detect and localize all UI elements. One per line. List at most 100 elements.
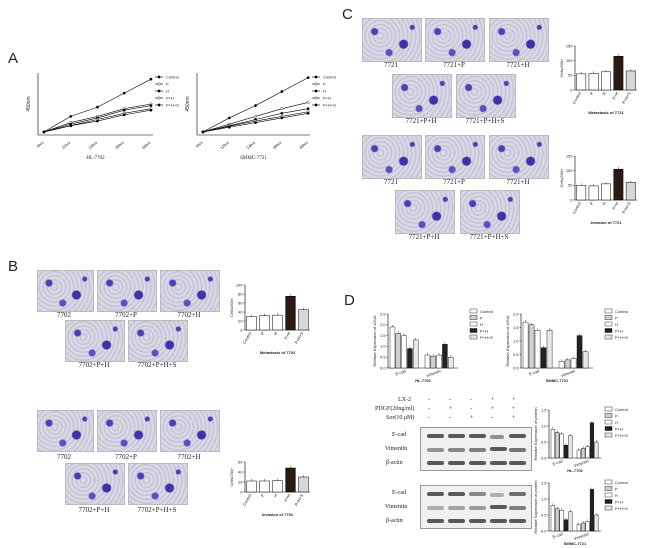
wb-row-label: β-actin bbox=[386, 518, 403, 524]
legend-swatch bbox=[469, 328, 478, 333]
legend-swatch bbox=[604, 308, 613, 314]
legend-swatch bbox=[604, 406, 613, 412]
bar bbox=[407, 348, 413, 369]
x-tick-label: 48hrs bbox=[298, 140, 309, 150]
data-point bbox=[96, 119, 99, 123]
x-tick-label: P bbox=[260, 493, 266, 498]
wb-sign: + bbox=[491, 406, 495, 412]
micrograph-b-mig-2 bbox=[97, 270, 157, 312]
bar bbox=[540, 347, 547, 369]
wb-cond-pdgf: PDGF(20ng/ml) bbox=[375, 406, 415, 412]
wb-sign: - bbox=[428, 415, 430, 421]
legend-swatch bbox=[604, 419, 613, 425]
y-tick-label: 0.0 bbox=[541, 455, 547, 460]
legend-swatch bbox=[604, 505, 613, 511]
x-tick-label: 48hrs bbox=[141, 140, 152, 150]
legend-label: P bbox=[166, 82, 169, 87]
x-tick-label: 36hrs bbox=[272, 140, 283, 150]
legend-label: H bbox=[323, 89, 326, 94]
micrograph-c-mig-5 bbox=[456, 74, 516, 118]
wb-sign: - bbox=[428, 397, 430, 403]
caption: 7702+P+H+S bbox=[137, 506, 177, 514]
legend-label: Control bbox=[480, 309, 493, 314]
legend-label: P+H bbox=[615, 328, 623, 333]
y-tick-label: 1.0 bbox=[541, 423, 547, 428]
y-tick-label: 0.5 bbox=[513, 352, 519, 357]
wb-sign: + bbox=[512, 415, 516, 421]
bar bbox=[625, 182, 636, 201]
legend-label: P+H bbox=[615, 499, 623, 504]
chart-title: Metastasis of 7702 bbox=[260, 350, 296, 355]
bar bbox=[589, 489, 594, 532]
chart-title: HL-7702 bbox=[86, 156, 105, 161]
y-tick-label: 1.5 bbox=[380, 333, 386, 338]
y-tick-label: 50 bbox=[568, 73, 573, 78]
caption: 7721 bbox=[384, 61, 398, 69]
wb-cond-lx2: LX-2 bbox=[398, 397, 411, 403]
legend-label: P bbox=[615, 486, 618, 491]
data-point bbox=[69, 124, 73, 128]
data-point bbox=[122, 108, 126, 112]
x-tick-label: 12hrs bbox=[61, 140, 72, 150]
legend-label: P+H bbox=[615, 426, 623, 431]
bar bbox=[576, 185, 587, 201]
data-point bbox=[122, 113, 126, 117]
bar bbox=[555, 508, 560, 532]
bar bbox=[568, 435, 573, 459]
chart-title: SMMC-7721 bbox=[546, 378, 569, 383]
data-point bbox=[69, 115, 73, 118]
bar bbox=[550, 505, 555, 532]
y-tick-label: 150 bbox=[566, 43, 573, 48]
y-tick-label: 0.5 bbox=[541, 439, 547, 444]
legend-marker bbox=[157, 82, 161, 86]
legend-label: Control bbox=[166, 75, 179, 80]
bar bbox=[594, 514, 599, 532]
x-tick-label: H bbox=[273, 493, 279, 498]
bar bbox=[570, 358, 577, 369]
wb-sign: - bbox=[449, 415, 451, 421]
x-tick-label: E-cad bbox=[395, 368, 407, 376]
legend-swatch bbox=[604, 315, 613, 320]
bar bbox=[576, 449, 581, 459]
bar bbox=[522, 321, 529, 369]
y-tick-label: 1.5 bbox=[541, 407, 547, 412]
bar bbox=[568, 511, 573, 532]
micrograph-b-mig-1 bbox=[37, 270, 94, 312]
data-point bbox=[227, 125, 231, 129]
legend-label: P bbox=[615, 413, 618, 418]
bar bbox=[576, 335, 583, 369]
micrograph-c-mig-3 bbox=[489, 18, 549, 62]
legend-marker bbox=[157, 75, 161, 79]
legend-swatch bbox=[604, 492, 613, 498]
legend-label: P bbox=[323, 82, 326, 87]
wb-row-label: β-actin bbox=[386, 460, 403, 466]
chart-title: Metastasis of 7721 bbox=[588, 110, 624, 115]
wb-row-label: Vimentin bbox=[385, 504, 408, 510]
chart-title: SMMC-7721 bbox=[564, 541, 587, 546]
y-tick-label: 60 bbox=[238, 300, 243, 305]
x-tick-label: P+H+S bbox=[294, 331, 305, 345]
bar bbox=[601, 183, 611, 201]
x-tick-label: P+H bbox=[283, 493, 291, 502]
x-tick-label: vimentin bbox=[426, 368, 442, 378]
data-point bbox=[42, 130, 46, 134]
x-tick-label: P+H bbox=[611, 201, 619, 210]
bar bbox=[442, 344, 448, 369]
legend-label: Control bbox=[615, 309, 628, 314]
bar bbox=[563, 519, 568, 532]
bar bbox=[585, 446, 590, 459]
bar bbox=[246, 316, 257, 331]
bar bbox=[582, 351, 589, 369]
y-axis-label: Cells/200× bbox=[559, 168, 564, 188]
x-tick-label: 0hrs bbox=[194, 140, 203, 149]
micrograph-c-mig-1 bbox=[362, 18, 422, 62]
bar bbox=[563, 445, 568, 459]
bar bbox=[613, 56, 624, 91]
y-tick-label: 50 bbox=[568, 183, 573, 188]
series-line bbox=[43, 78, 152, 133]
bar bbox=[298, 476, 309, 493]
bar bbox=[576, 73, 587, 91]
x-tick-label: E-cad bbox=[552, 458, 564, 466]
caption: 7702+P+H+S bbox=[137, 361, 177, 369]
